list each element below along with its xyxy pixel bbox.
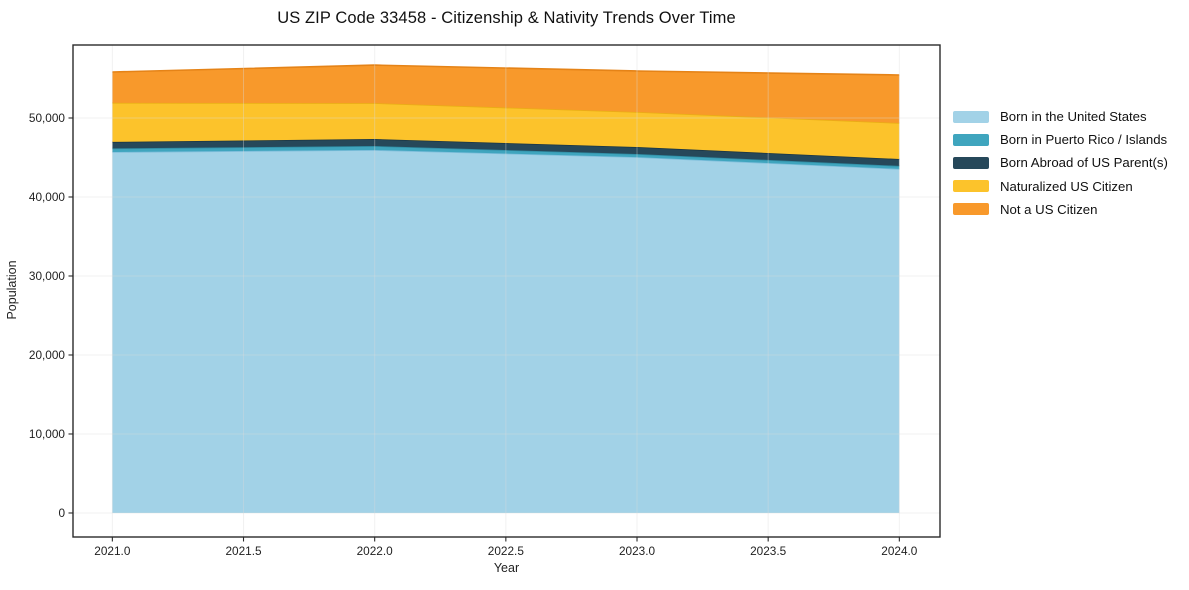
x-tick-label: 2022.0	[357, 544, 394, 558]
y-tick-label: 0	[58, 506, 65, 520]
chart-title: US ZIP Code 33458 - Citizenship & Nativi…	[277, 9, 736, 27]
x-tick-label: 2021.5	[225, 544, 262, 558]
legend-label: Not a US Citizen	[1000, 201, 1098, 217]
area-edge-4	[112, 64, 900, 76]
area-series	[112, 64, 900, 513]
area-band-0	[112, 150, 900, 513]
plot-border	[72, 44, 941, 538]
y-tick-label: 30,000	[29, 269, 66, 283]
legend-item-2: Born Abroad of US Parent(s)	[953, 151, 1168, 174]
x-axis-label: Year	[493, 561, 520, 575]
legend-label: Born Abroad of US Parent(s)	[1000, 155, 1168, 171]
legend-label: Naturalized US Citizen	[1000, 178, 1133, 194]
axis-ticks: 2021.0 2021.5 2022.0 2022.5 2023.0 2023.5 2024…	[29, 111, 918, 558]
legend: Born in the United States Born in Puerto …	[953, 105, 1168, 221]
x-tick-label: 2023.5	[750, 544, 787, 558]
x-tick-label: 2022.5	[488, 544, 525, 558]
area-band-3	[112, 102, 900, 159]
legend-swatch-icon	[953, 203, 989, 216]
x-tick-label: 2021.0	[94, 544, 131, 558]
y-tick-label: 10,000	[29, 427, 66, 441]
gridlines	[73, 45, 940, 537]
legend-swatch-icon	[953, 180, 989, 193]
legend-item-4: Not a US Citizen	[953, 198, 1168, 221]
area-band-2	[112, 139, 900, 166]
legend-item-1: Born in Puerto Rico / Islands	[953, 128, 1168, 151]
legend-label: Born in the United States	[1000, 109, 1147, 125]
legend-swatch-icon	[953, 110, 989, 123]
y-tick-label: 50,000	[29, 111, 66, 125]
area-band-4	[112, 65, 900, 123]
legend-item-3: Naturalized US Citizen	[953, 175, 1168, 198]
legend-label: Born in Puerto Rico / Islands	[1000, 132, 1168, 148]
legend-swatch-icon	[953, 133, 989, 146]
x-tick-label: 2023.0	[619, 544, 656, 558]
y-tick-label: 40,000	[29, 190, 66, 204]
y-tick-label: 20,000	[29, 348, 66, 362]
x-tick-label: 2024.0	[881, 544, 918, 558]
legend-item-0: Born in the United States	[953, 105, 1168, 128]
legend-swatch-icon	[953, 156, 989, 169]
